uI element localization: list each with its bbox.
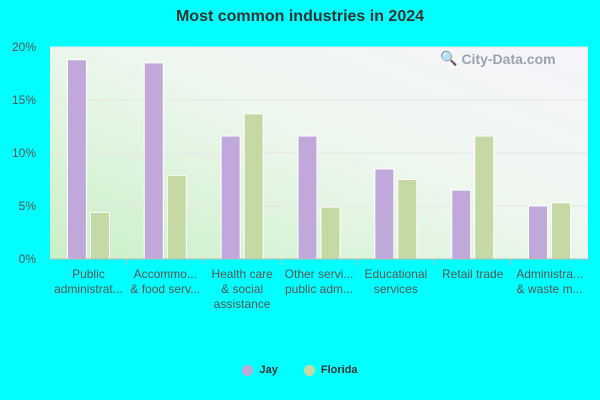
- legend-swatch-florida: [303, 364, 315, 376]
- chart-title: Most common industries in 2024: [175, 8, 425, 25]
- x-tick-label: assistance: [214, 297, 271, 311]
- bar-florida: [551, 202, 572, 260]
- x-tick-label: Educational: [364, 267, 427, 281]
- bar-jay: [528, 205, 549, 260]
- bar-florida: [89, 211, 110, 260]
- legend-swatch-jay: [242, 364, 254, 376]
- magnifier-icon: 🔍: [440, 50, 458, 66]
- y-tick-label: 5%: [19, 199, 37, 213]
- y-tick-label: 10%: [12, 146, 36, 160]
- x-tick-label: administrat...: [54, 282, 123, 296]
- x-tick-label: Health care: [211, 267, 273, 281]
- x-tick-label: services: [374, 282, 418, 296]
- bar-florida: [243, 113, 264, 260]
- bar-jay: [66, 59, 87, 260]
- y-tick-label: 15%: [12, 93, 36, 107]
- grid-layer: [50, 46, 588, 207]
- x-tick-label: Administra...: [516, 267, 583, 281]
- bar-jay: [220, 135, 241, 260]
- y-tick-label: 0%: [19, 252, 37, 266]
- legend-item-jay: Jay: [242, 364, 278, 376]
- legend-label-jay: Jay: [259, 364, 278, 376]
- bar-florida: [320, 206, 341, 260]
- x-tick-label: Public: [72, 267, 105, 281]
- legend-label-florida: Florida: [320, 364, 358, 376]
- bar-jay: [297, 135, 318, 260]
- x-tick-label: Accommo...: [134, 267, 197, 281]
- x-tick-label: & food serv...: [130, 282, 200, 296]
- x-tick-label: Retail trade: [442, 267, 504, 281]
- bar-jay: [451, 189, 472, 260]
- y-tick-label: 20%: [12, 40, 36, 54]
- x-tick-label: public adm...: [285, 282, 353, 296]
- x-tick-label: & waste m...: [517, 282, 583, 296]
- watermark: 🔍 City-Data.com: [440, 50, 556, 67]
- bar-jay: [374, 168, 395, 260]
- x-tick-label: & social: [221, 282, 263, 296]
- legend-item-florida: Florida: [303, 364, 358, 376]
- bar-florida: [166, 174, 187, 260]
- legend: Jay Florida: [0, 364, 600, 376]
- bar-florida: [397, 179, 418, 260]
- bars-layer: [66, 59, 572, 260]
- x-tick-label: Other servi...: [285, 267, 354, 281]
- bar-jay: [143, 62, 164, 260]
- bar-florida: [474, 135, 495, 260]
- watermark-text: City-Data.com: [461, 50, 556, 67]
